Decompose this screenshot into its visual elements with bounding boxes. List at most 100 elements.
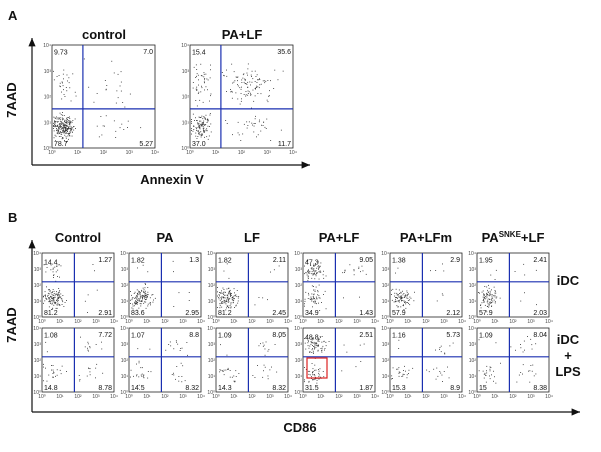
x-tick-label: 10¹ — [143, 319, 151, 325]
event-dot — [494, 376, 495, 378]
event-dot — [495, 290, 496, 292]
event-dot — [145, 301, 147, 303]
event-dot — [251, 107, 252, 109]
event-dot — [137, 267, 138, 269]
event-dot — [394, 295, 396, 297]
event-dot — [256, 85, 258, 87]
event-dot — [62, 85, 64, 87]
event-dot — [225, 297, 227, 299]
event-dot — [266, 99, 268, 101]
event-dot — [316, 379, 318, 381]
event-dot — [178, 292, 180, 294]
event-dot — [54, 124, 56, 125]
event-dot — [524, 349, 525, 351]
event-dot — [488, 294, 490, 296]
event-dot — [248, 91, 250, 93]
y-tick-label: 10¹ — [382, 374, 390, 380]
event-dot — [140, 292, 141, 294]
event-dot — [232, 298, 234, 299]
quadrant-value: 1.82 — [218, 258, 232, 265]
event-dot — [392, 378, 393, 379]
event-dot — [311, 342, 313, 344]
event-dot — [255, 88, 256, 90]
quadrant-value: 9.73 — [54, 50, 68, 57]
event-dot — [439, 347, 441, 348]
event-dot — [203, 132, 205, 133]
quadrant-value: 8.78 — [98, 385, 112, 392]
event-dot — [48, 301, 50, 303]
event-dot — [311, 268, 313, 270]
event-dot — [67, 135, 69, 137]
event-dot — [267, 350, 269, 352]
event-dot — [414, 291, 415, 293]
event-dot — [195, 127, 197, 129]
event-dot — [197, 123, 199, 125]
event-dot — [66, 129, 68, 131]
column-title-text: LF — [244, 230, 260, 245]
event-dot — [307, 272, 309, 274]
event-dot — [325, 275, 327, 277]
event-dot — [317, 290, 319, 292]
event-dot — [483, 299, 485, 301]
event-dot — [229, 305, 231, 307]
event-dot — [258, 79, 260, 81]
event-dot — [323, 294, 324, 295]
event-dot — [204, 89, 205, 91]
event-dot — [135, 300, 136, 302]
event-dot — [140, 301, 142, 302]
x-tick-label: 10⁰ — [38, 394, 46, 400]
event-dot — [145, 299, 147, 300]
event-dot — [66, 74, 68, 76]
event-dot — [102, 372, 104, 374]
event-dot — [408, 302, 409, 304]
event-dot — [131, 297, 133, 299]
event-dot — [68, 122, 70, 124]
event-dot — [48, 297, 50, 299]
y-tick-label: 10⁴ — [468, 326, 476, 332]
event-dot — [135, 303, 137, 305]
event-dot — [60, 121, 62, 123]
event-dot — [307, 270, 308, 272]
event-dot — [406, 290, 408, 292]
event-dot — [145, 298, 147, 300]
event-dot — [269, 369, 271, 371]
event-dot — [312, 296, 314, 297]
quadrant-value: 11.7 — [278, 141, 291, 148]
event-dot — [78, 375, 80, 376]
event-dot — [145, 307, 147, 309]
event-dot — [406, 374, 408, 376]
y-tick-label: 10² — [295, 358, 303, 364]
x-tick-label: 10⁰ — [125, 394, 133, 400]
event-dot — [400, 297, 402, 299]
event-dot — [119, 85, 121, 87]
event-dot — [203, 116, 205, 117]
event-dot — [57, 292, 59, 294]
event-dot — [225, 294, 227, 296]
event-dot — [144, 293, 146, 295]
event-dot — [47, 295, 48, 297]
event-dot — [61, 133, 63, 135]
event-dot — [482, 296, 484, 298]
event-dot — [61, 122, 63, 124]
event-dot — [254, 88, 256, 89]
event-dot — [314, 343, 316, 345]
event-dot — [131, 294, 132, 296]
event-dot — [60, 122, 62, 124]
quadrant-value: 2.41 — [533, 257, 547, 264]
event-dot — [486, 370, 487, 372]
event-dot — [484, 297, 486, 299]
quadrant-value: 7.72 — [98, 332, 112, 339]
event-dot — [403, 374, 405, 375]
event-dot — [51, 294, 53, 296]
event-dot — [53, 125, 55, 127]
event-dot — [398, 375, 400, 377]
event-dot — [230, 89, 231, 90]
event-dot — [56, 133, 58, 134]
x-tick-label: 10³ — [179, 319, 187, 325]
event-dot — [318, 369, 319, 370]
event-dot — [145, 292, 147, 294]
event-dot — [191, 119, 192, 120]
event-dot — [319, 310, 321, 311]
event-dot — [401, 296, 403, 298]
quadrant-value: 8.9 — [450, 385, 460, 392]
